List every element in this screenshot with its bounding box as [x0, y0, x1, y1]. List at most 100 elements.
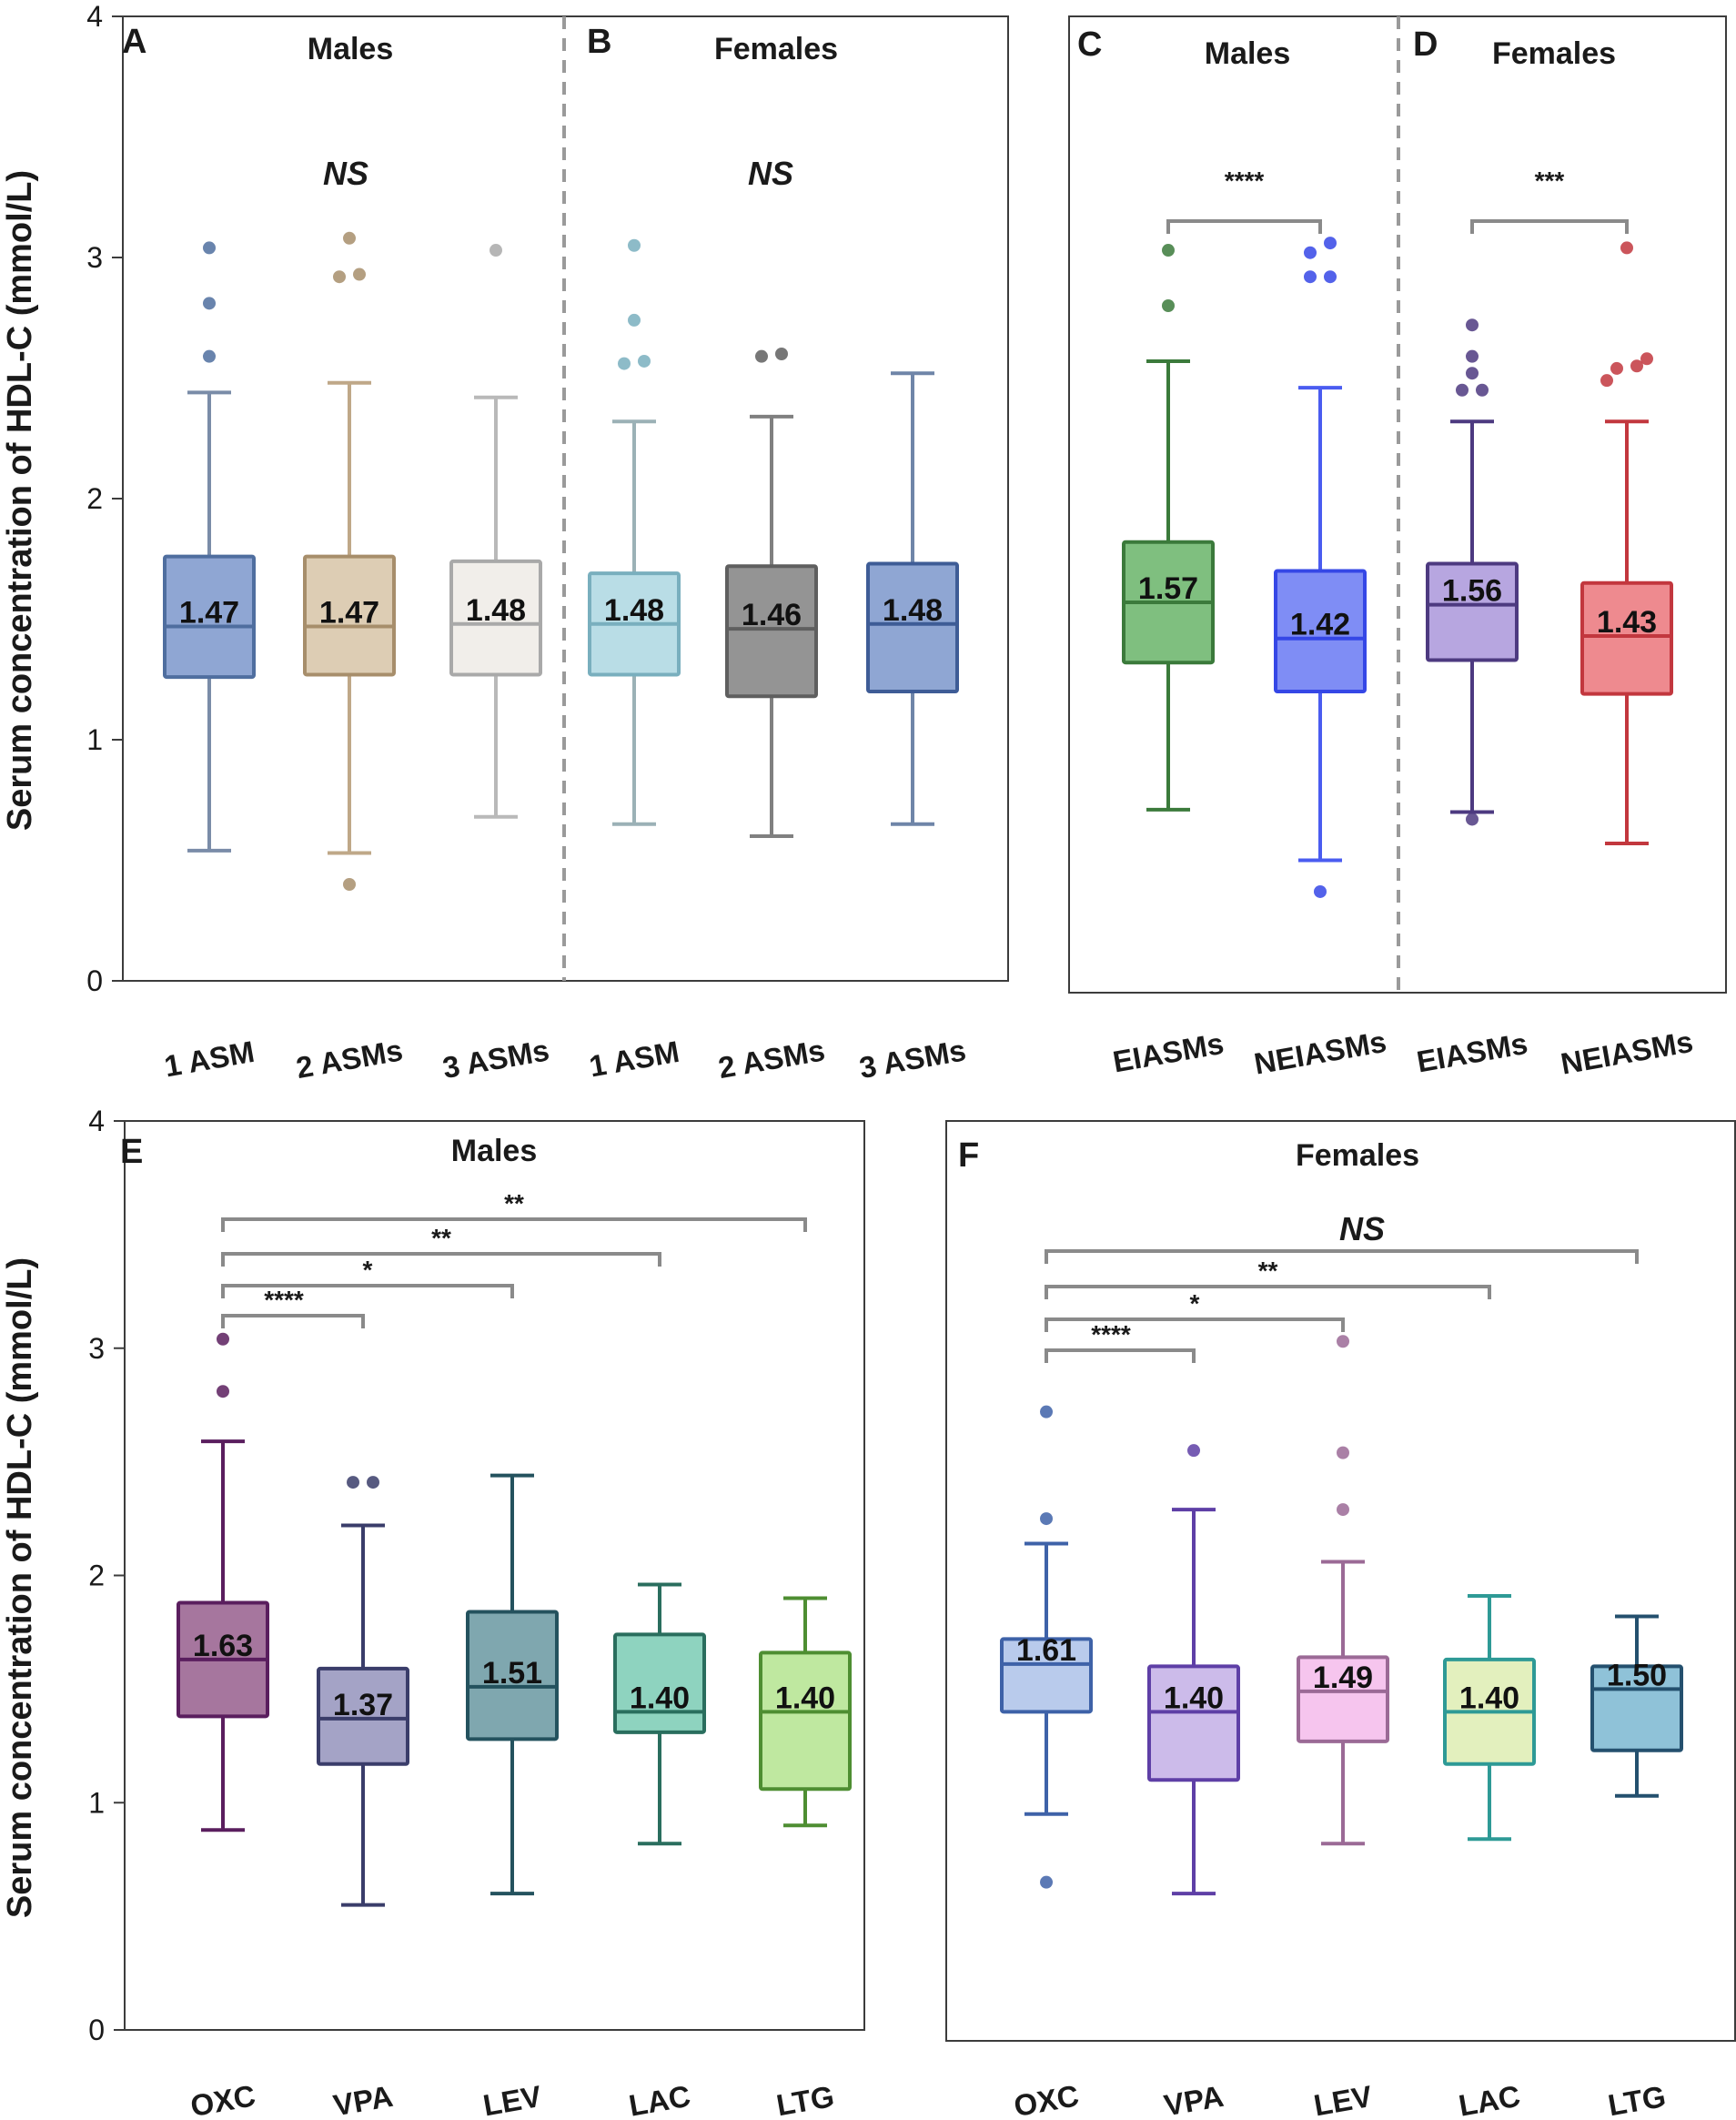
- significance-bracket: [221, 1217, 807, 1232]
- panel-title: Females: [1296, 1138, 1419, 1173]
- y-tick-label: 1: [88, 1786, 105, 1819]
- box-group: [1147, 1444, 1240, 1896]
- box-iqr: [1297, 1655, 1389, 1743]
- box-value-label: 1.48: [883, 593, 943, 628]
- outlier-point: [1324, 270, 1337, 284]
- significance-stars: *: [1190, 1289, 1200, 1317]
- box-group: [303, 231, 396, 891]
- x-category-label: LAC: [1456, 2079, 1522, 2120]
- outlier-point: [1162, 244, 1175, 257]
- box-value-label: 1.51: [482, 1656, 542, 1691]
- panel-letter: A: [122, 23, 146, 61]
- significance-stars: NS: [1339, 1210, 1385, 1247]
- box-group: [1274, 237, 1367, 898]
- box-value-label: 1.46: [742, 598, 802, 632]
- panel-letter: F: [958, 1136, 979, 1175]
- outlier-point: [1337, 1503, 1349, 1517]
- significance-label: NS: [748, 155, 793, 192]
- outlier-point: [1466, 367, 1479, 380]
- box-group: [163, 241, 256, 853]
- box-iqr: [725, 564, 818, 699]
- outlier-point: [367, 1476, 379, 1489]
- box-iqr: [1147, 1664, 1240, 1782]
- x-category-label: LTG: [1605, 2079, 1668, 2120]
- box-group: [725, 348, 818, 838]
- significance-bracket: [1045, 1249, 1639, 1264]
- outlier-point: [203, 297, 216, 310]
- y-tick-label: 3: [86, 241, 103, 274]
- box-value-label: 1.40: [1164, 1681, 1224, 1715]
- significance-bracket: [1045, 1348, 1196, 1363]
- box-group: [1000, 1405, 1093, 1889]
- box-group: [1426, 318, 1519, 826]
- outlier-point: [333, 270, 346, 284]
- significance-bracket: [221, 1314, 365, 1328]
- box-value-label: 1.43: [1597, 605, 1657, 640]
- outlier-point: [1162, 299, 1175, 312]
- box-group: [1122, 244, 1215, 812]
- x-category-label: VPA: [1162, 2079, 1226, 2120]
- box-value-label: 1.40: [775, 1681, 835, 1715]
- outlier-point: [628, 238, 641, 252]
- outlier-point: [1324, 237, 1337, 250]
- box-iqr: [163, 554, 256, 680]
- outlier-point: [1040, 1512, 1053, 1526]
- y-tick-label: 4: [86, 0, 103, 33]
- box-value-label: 1.40: [1459, 1681, 1519, 1715]
- box-iqr: [1426, 561, 1519, 662]
- box-value-label: 1.42: [1290, 608, 1350, 642]
- outlier-point: [618, 357, 631, 370]
- box-iqr: [449, 559, 542, 677]
- significance-stars: **: [431, 1224, 451, 1252]
- outlier-point: [1466, 349, 1479, 363]
- outlier-point: [1040, 1405, 1053, 1418]
- x-category-label: 3 ASMs: [857, 1033, 969, 1085]
- x-category-label: OXC: [1012, 2078, 1082, 2120]
- x-category-label: 1 ASM: [162, 1035, 257, 1084]
- outlier-point: [1620, 241, 1633, 255]
- significance-bracket: [221, 1284, 514, 1298]
- panel-letter: B: [587, 23, 611, 61]
- x-category-label: LEV: [480, 2079, 544, 2120]
- outlier-point: [217, 1385, 229, 1398]
- y-axis-label-bottom: Serum concentration of HDL-C (mmol/L): [1, 1257, 39, 1918]
- outlier-point: [353, 268, 366, 281]
- outlier-point: [490, 244, 502, 257]
- outlier-point: [1304, 246, 1317, 259]
- outlier-point: [217, 1332, 229, 1346]
- box-iqr: [866, 561, 959, 693]
- box-group: [449, 244, 542, 819]
- significance-bracket: [1045, 1285, 1491, 1299]
- box-group: [759, 1596, 852, 1828]
- outlier-point: [1640, 352, 1653, 366]
- panel-title: Males: [1205, 36, 1291, 71]
- outlier-point: [1040, 1875, 1053, 1889]
- box-value-label: 1.63: [193, 1629, 253, 1663]
- significance-stars: **: [1258, 1257, 1278, 1285]
- y-axis-label-top: Serum concentration of HDL-C (mmol/L): [1, 170, 39, 831]
- box-iqr: [613, 1632, 706, 1734]
- box-iqr: [303, 554, 396, 677]
- box-group: [177, 1332, 269, 1832]
- y-tick-label: 0: [88, 2014, 105, 2046]
- significance-stars: **: [504, 1189, 524, 1217]
- box-iqr: [466, 1610, 559, 1741]
- outlier-point: [1476, 383, 1489, 397]
- box-group: [1443, 1593, 1536, 1842]
- box-group: [1590, 1614, 1683, 1798]
- significance-stars: ****: [1225, 167, 1265, 195]
- x-category-label: LTG: [773, 2079, 836, 2120]
- panel-letter: E: [120, 1133, 143, 1171]
- box-value-label: 1.50: [1607, 1658, 1667, 1692]
- x-category-label: OXC: [188, 2078, 258, 2120]
- x-category-label: NEIASMs: [1252, 1025, 1389, 1081]
- box-iqr: [1580, 580, 1673, 696]
- x-category-label: EIASMs: [1414, 1026, 1529, 1079]
- box-value-label: 1.57: [1138, 571, 1198, 606]
- panel-title: Females: [1492, 36, 1616, 71]
- significance-stars: ****: [264, 1286, 304, 1314]
- x-category-label: 3 ASMs: [440, 1033, 552, 1085]
- box-value-label: 1.56: [1442, 574, 1502, 609]
- outlier-point: [343, 878, 356, 891]
